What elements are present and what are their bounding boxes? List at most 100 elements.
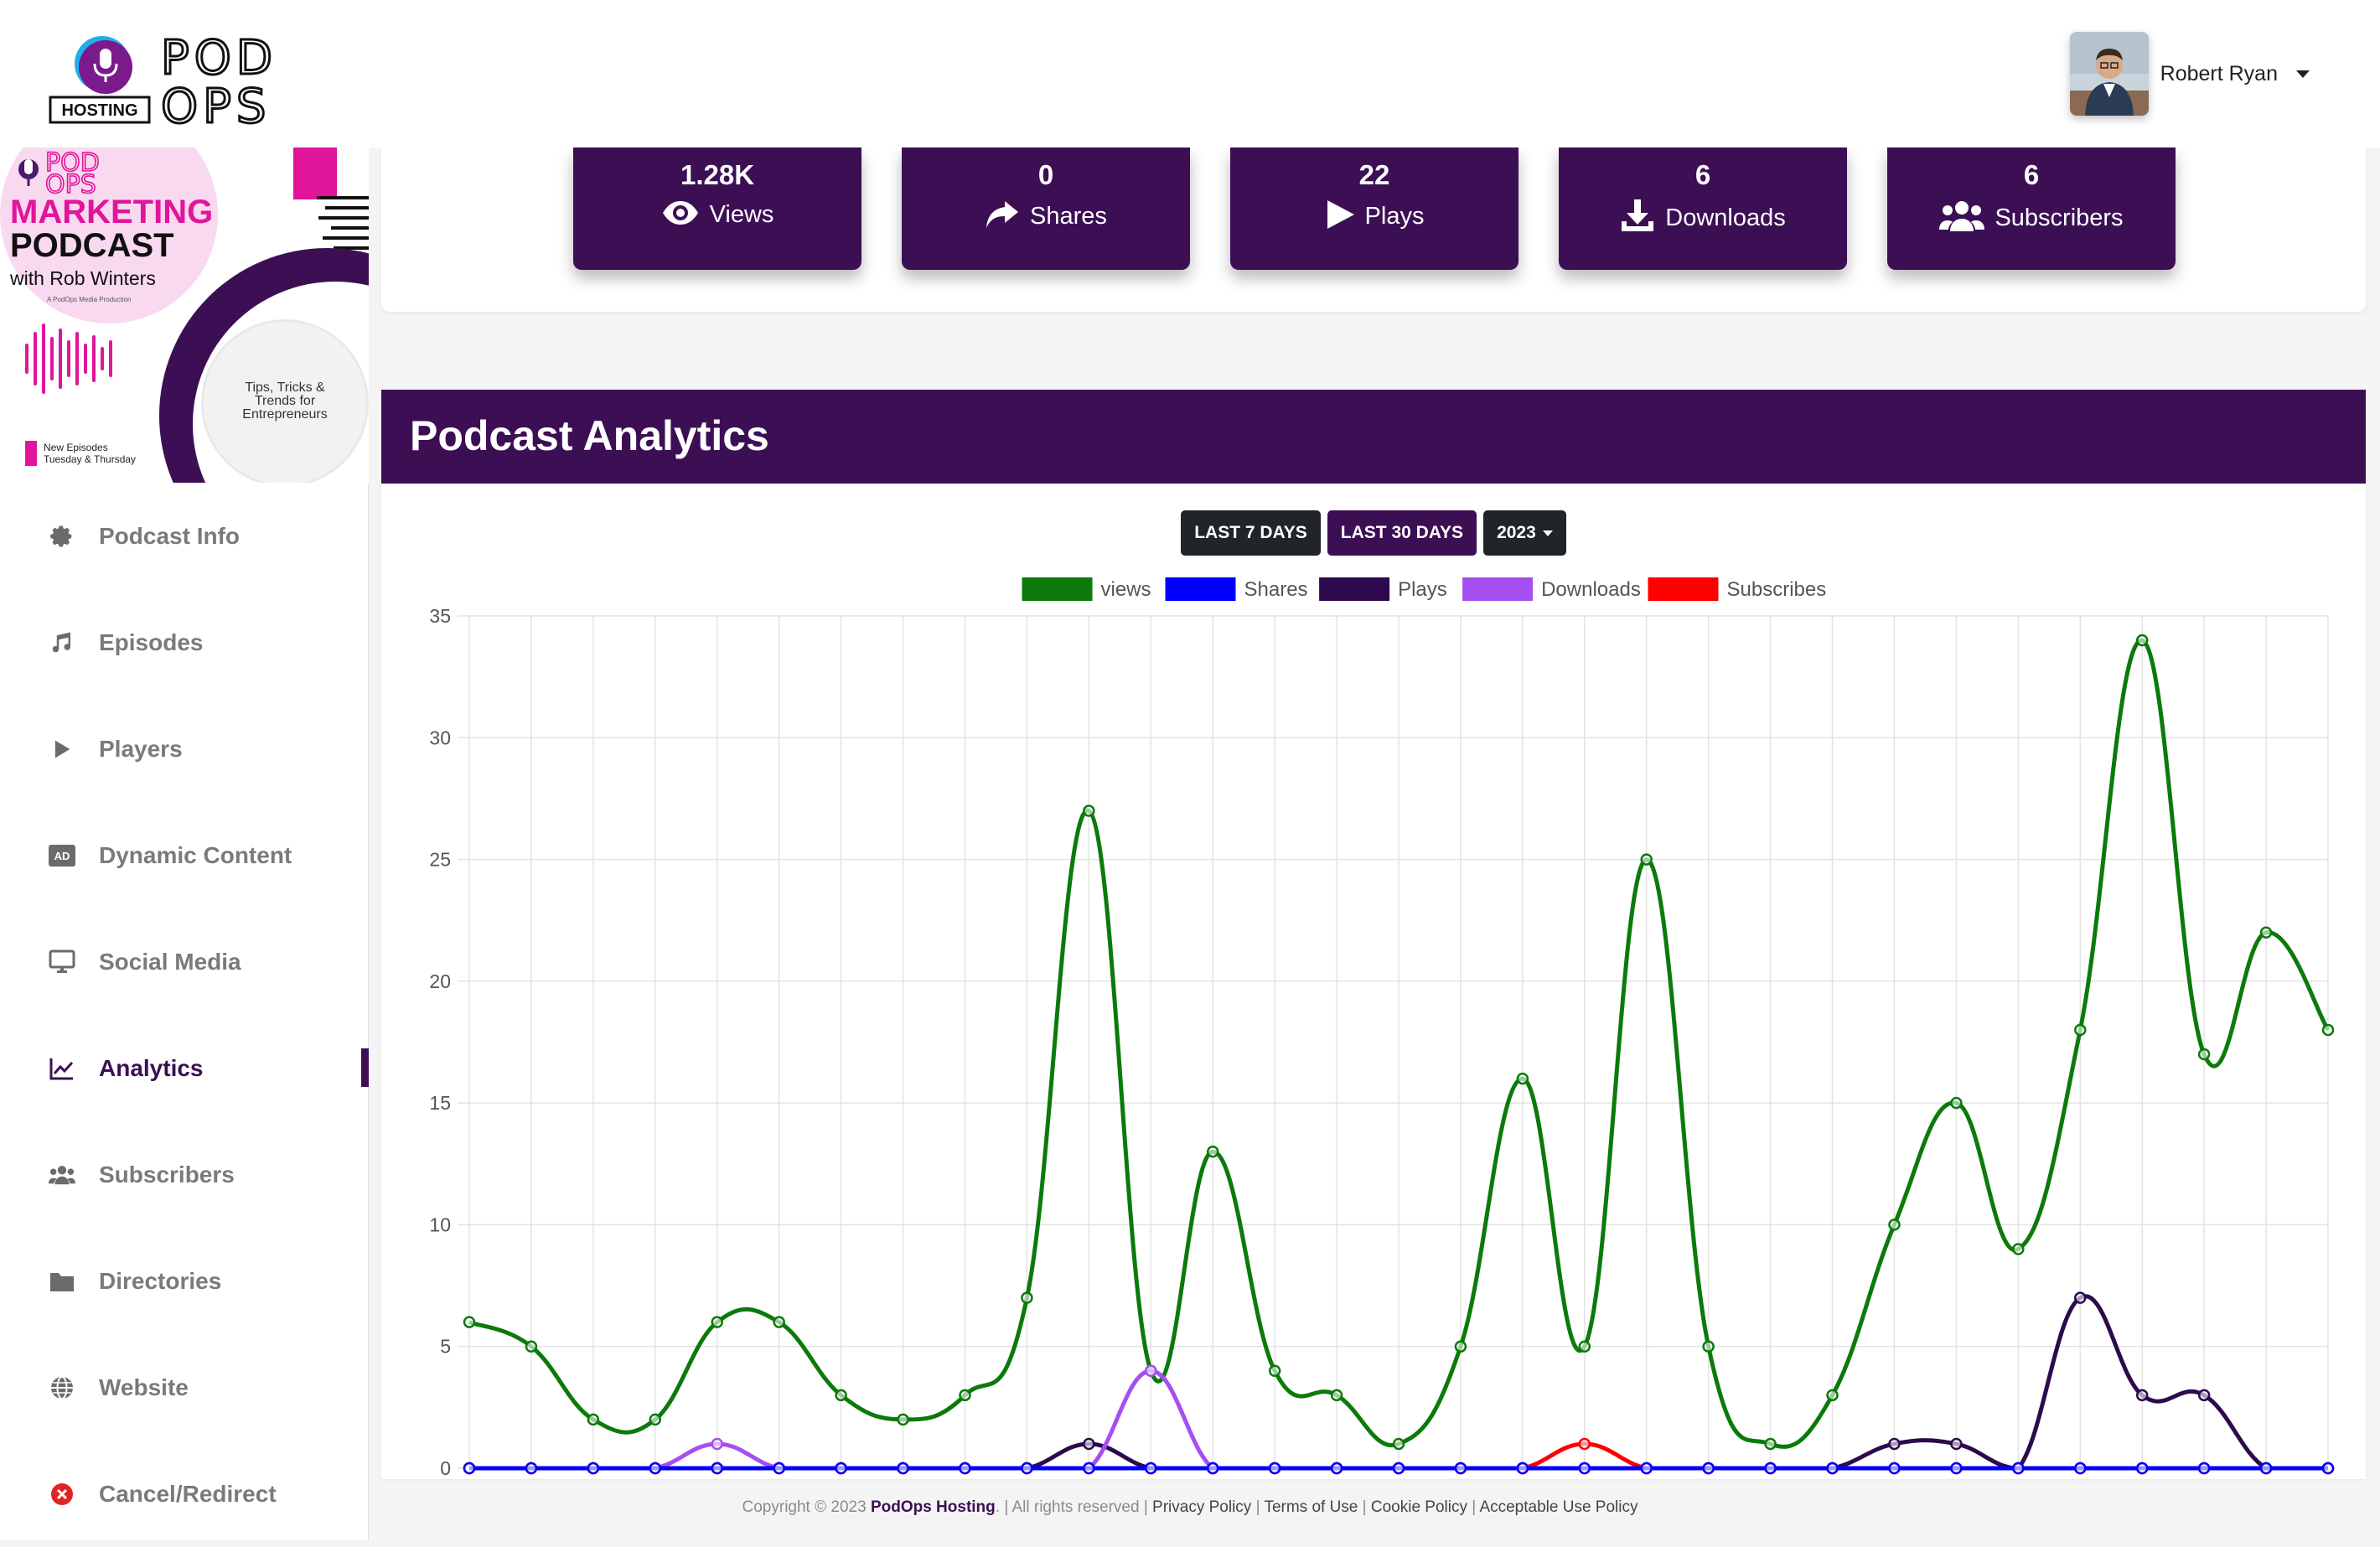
user-avatar[interactable] — [2069, 32, 2149, 116]
year-dropdown[interactable]: 2023 — [1483, 510, 1566, 556]
analytics-panel: Podcast Analytics LAST 7 DAYS LAST 30 DA… — [381, 390, 2366, 1479]
sidebar-item-cancel-redirect[interactable]: Cancel/Redirect — [0, 1441, 369, 1547]
data-point-views — [835, 1389, 847, 1402]
acceptable-use-policy-link[interactable]: Acceptable Use Policy — [1479, 1498, 1638, 1516]
button-label: LAST 30 DAYS — [1340, 523, 1464, 542]
monitor-icon — [49, 949, 75, 975]
terms-of-use-link[interactable]: Terms of Use — [1264, 1498, 1358, 1516]
data-point-downloads — [711, 1437, 723, 1451]
stat-label: Shares — [1030, 203, 1107, 230]
sidebar-item-episodes[interactable]: Episodes — [0, 589, 369, 696]
stat-value: 6 — [1694, 159, 1711, 190]
data-point-shares — [1826, 1462, 1839, 1475]
cover-host: with Rob Winters — [9, 267, 156, 289]
user-menu[interactable]: Robert Ryan — [2069, 32, 2310, 116]
sidebar-item-players[interactable]: Players — [0, 696, 369, 802]
data-point-shares — [1950, 1462, 1963, 1475]
cover-title-podcast: PODCAST — [10, 227, 174, 264]
stat-shares[interactable]: 0 Shares — [902, 147, 1190, 270]
data-point-plays — [1888, 1437, 1901, 1451]
copyright-text: Copyright © 2023 — [742, 1498, 867, 1516]
legend-label: Plays — [1398, 578, 1447, 601]
data-point-views — [897, 1413, 909, 1426]
legend-label: Downloads — [1541, 578, 1641, 601]
stat-label: Downloads — [1665, 204, 1786, 231]
y-tick-label: 5 — [440, 1336, 451, 1358]
y-tick-label: 10 — [429, 1213, 451, 1235]
cookie-policy-link[interactable]: Cookie Policy — [1370, 1498, 1467, 1516]
podops-hosting-logo[interactable]: HOSTING POD OPS — [49, 30, 308, 127]
sidebar-item-social-media[interactable]: Social Media — [0, 908, 369, 1015]
chevron-down-icon[interactable] — [2296, 70, 2310, 78]
data-point-shares — [1268, 1462, 1281, 1475]
data-point-shares — [1145, 1462, 1157, 1475]
data-point-shares — [1454, 1462, 1467, 1475]
stat-downloads[interactable]: 6 Downloads — [1559, 147, 1847, 270]
cover-schedule-line1: New Episodes — [44, 442, 108, 453]
logo-wordmark-bottom: OPS — [161, 80, 271, 127]
data-point-shares — [1888, 1462, 1901, 1475]
last-7-days-button[interactable]: LAST 7 DAYS — [1181, 510, 1321, 556]
data-point-views — [525, 1340, 538, 1353]
data-point-views — [1330, 1389, 1343, 1402]
data-point-plays — [2135, 1389, 2149, 1402]
data-point-shares — [587, 1462, 600, 1475]
panel-header: Podcast Analytics — [381, 390, 2366, 484]
legend-swatch — [1319, 577, 1390, 601]
last-30-days-button[interactable]: LAST 30 DAYS — [1327, 510, 1477, 556]
data-point-views — [1826, 1389, 1839, 1402]
sidebar-item-label: Episodes — [99, 629, 204, 655]
y-tick-label: 0 — [440, 1457, 451, 1479]
cover-title-marketing: MARKETING — [10, 194, 213, 230]
music-note-icon — [49, 629, 75, 656]
legend-label: Subscribes — [1727, 578, 1827, 601]
user-name[interactable]: Robert Ryan — [2160, 61, 2278, 85]
cover-tips-line2: Trends for — [255, 394, 316, 408]
data-point-views — [1083, 805, 1095, 817]
stat-subscribers[interactable]: 6 Subscribers — [1887, 147, 2176, 270]
cover-pod-text: POD — [45, 148, 100, 178]
sidebar-item-subscribers[interactable]: Subscribers — [0, 1121, 369, 1228]
data-point-views — [1206, 1146, 1219, 1158]
folder-icon — [49, 1268, 75, 1295]
stat-views[interactable]: 1.28K Views — [573, 147, 861, 270]
privacy-policy-link[interactable]: Privacy Policy — [1152, 1498, 1252, 1516]
stat-value: 1.28K — [680, 159, 755, 190]
y-tick-label: 20 — [429, 970, 451, 992]
legend-swatch — [1462, 577, 1534, 601]
data-point-views — [1268, 1364, 1281, 1378]
footer-brand-link[interactable]: PodOps Hosting — [870, 1498, 996, 1516]
logo-hosting-text: HOSTING — [61, 101, 137, 120]
data-point-shares — [1516, 1462, 1529, 1475]
legend-swatch — [1648, 577, 1719, 601]
stat-plays[interactable]: 22 Plays — [1230, 147, 1519, 270]
data-point-shares — [1392, 1462, 1405, 1475]
data-point-shares — [463, 1462, 476, 1475]
data-point-views — [1454, 1340, 1467, 1353]
data-point-shares — [2259, 1462, 2273, 1475]
sidebar-item-podcast-info[interactable]: Podcast Info — [0, 483, 369, 589]
cover-credit: A PodOps Media Production — [47, 296, 132, 303]
sidebar-item-directories[interactable]: Directories — [0, 1228, 369, 1334]
data-point-views — [1516, 1072, 1529, 1085]
sidebar-item-website[interactable]: Website — [0, 1334, 369, 1441]
data-point-views — [1578, 1340, 1591, 1353]
sidebar-item-dynamic-content[interactable]: AD Dynamic Content — [0, 802, 369, 908]
logo-wordmark-top: POD — [161, 31, 277, 85]
stat-value: 0 — [1037, 159, 1054, 190]
data-point-views — [773, 1316, 785, 1328]
sidebar-item-analytics[interactable]: Analytics — [0, 1015, 369, 1121]
data-point-views — [2197, 1048, 2211, 1061]
active-indicator — [361, 1048, 369, 1087]
data-point-views — [1702, 1340, 1715, 1353]
y-tick-label: 25 — [429, 849, 451, 871]
data-point-views — [587, 1413, 600, 1426]
sidebar-item-label: Subscribers — [99, 1161, 235, 1187]
data-point-views — [2012, 1243, 2025, 1255]
users-icon — [49, 1162, 75, 1188]
data-point-views — [711, 1316, 723, 1328]
data-point-shares — [1021, 1462, 1033, 1475]
stat-label: Subscribers — [1995, 204, 2124, 231]
panel-title: Podcast Analytics — [410, 412, 769, 459]
data-point-shares — [2074, 1462, 2087, 1475]
